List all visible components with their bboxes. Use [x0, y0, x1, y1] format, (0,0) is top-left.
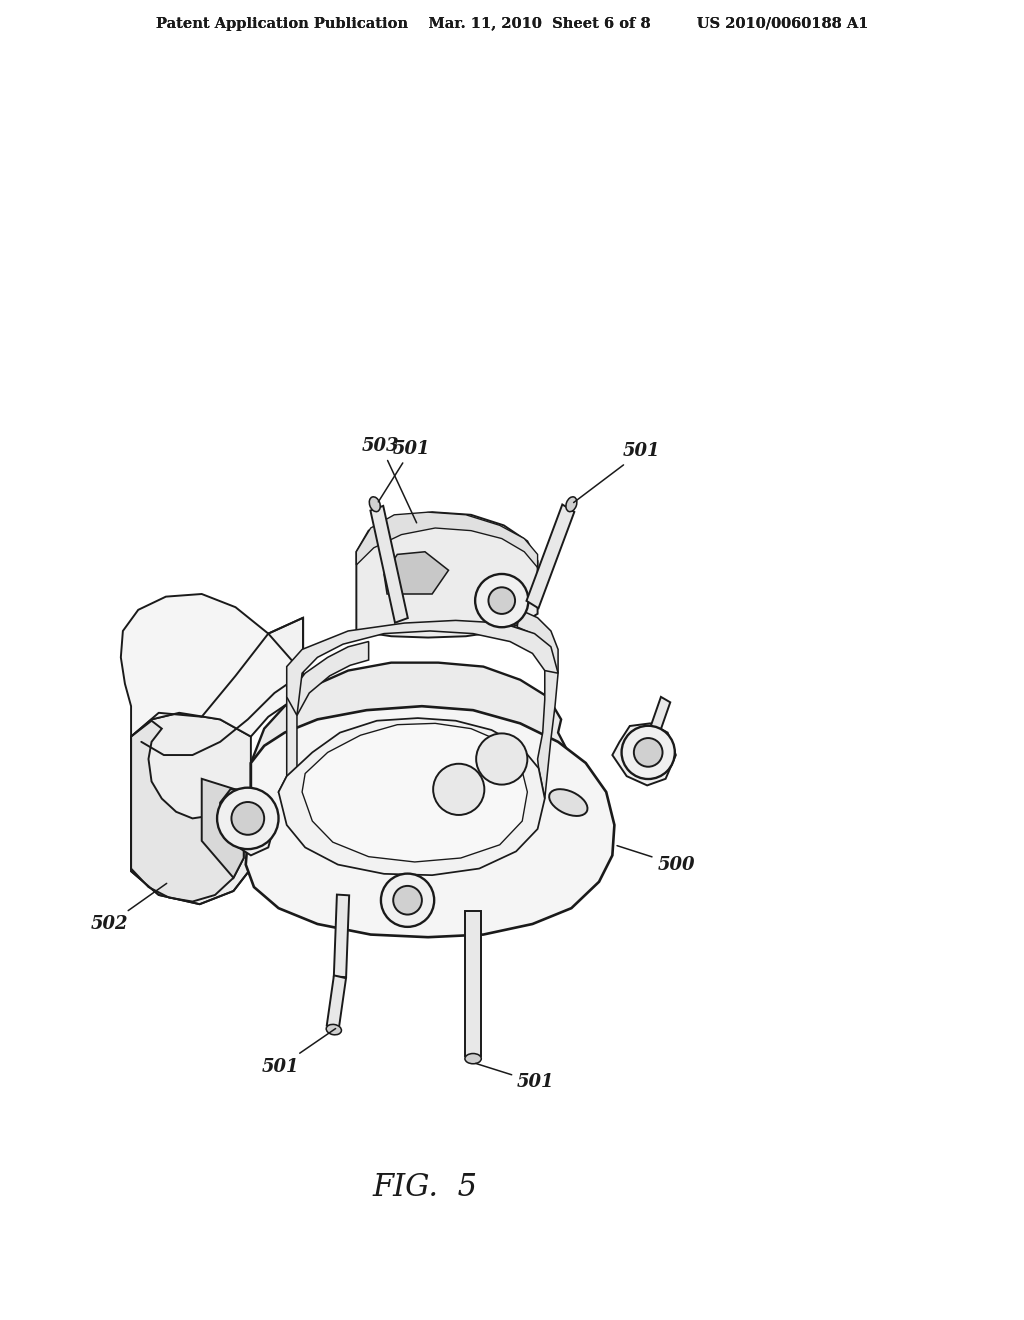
Text: 501: 501 — [573, 442, 660, 503]
Polygon shape — [356, 512, 538, 568]
Polygon shape — [384, 552, 449, 594]
Text: Patent Application Publication    Mar. 11, 2010  Sheet 6 of 8         US 2010/00: Patent Application Publication Mar. 11, … — [156, 17, 868, 30]
Polygon shape — [327, 975, 346, 1028]
Circle shape — [217, 788, 279, 849]
Polygon shape — [246, 706, 614, 937]
Circle shape — [231, 803, 264, 834]
Ellipse shape — [566, 496, 577, 512]
Polygon shape — [202, 779, 244, 878]
Polygon shape — [612, 723, 676, 785]
Polygon shape — [279, 642, 369, 799]
Polygon shape — [371, 506, 408, 623]
Polygon shape — [279, 718, 545, 875]
Polygon shape — [517, 610, 558, 799]
Circle shape — [622, 726, 675, 779]
Polygon shape — [334, 895, 349, 977]
Polygon shape — [302, 723, 527, 862]
Ellipse shape — [327, 1024, 341, 1035]
Polygon shape — [220, 789, 274, 855]
Polygon shape — [526, 504, 574, 609]
Polygon shape — [159, 618, 303, 733]
Polygon shape — [248, 663, 573, 874]
Text: 501: 501 — [476, 1064, 555, 1092]
Circle shape — [393, 886, 422, 915]
Text: FIG.  5: FIG. 5 — [373, 1172, 477, 1204]
Polygon shape — [121, 594, 303, 737]
Polygon shape — [131, 713, 251, 904]
Circle shape — [488, 587, 515, 614]
Polygon shape — [465, 911, 481, 1056]
Circle shape — [634, 738, 663, 767]
Text: 501: 501 — [378, 440, 430, 502]
Polygon shape — [131, 721, 244, 902]
Polygon shape — [356, 512, 538, 638]
Circle shape — [476, 734, 527, 784]
Polygon shape — [642, 697, 671, 755]
Circle shape — [433, 764, 484, 814]
Polygon shape — [287, 620, 558, 715]
Ellipse shape — [549, 789, 588, 816]
Text: 500: 500 — [617, 846, 695, 874]
Circle shape — [475, 574, 528, 627]
Text: Patent Application Publication    Mar. 11, 2010  Sheet 6 of 8         US 2010/00: Patent Application Publication Mar. 11, … — [156, 17, 868, 30]
Ellipse shape — [465, 1053, 481, 1064]
Text: 503: 503 — [362, 437, 417, 523]
Ellipse shape — [370, 496, 380, 512]
Text: 501: 501 — [261, 1028, 336, 1076]
Text: 502: 502 — [90, 883, 167, 933]
Circle shape — [381, 874, 434, 927]
